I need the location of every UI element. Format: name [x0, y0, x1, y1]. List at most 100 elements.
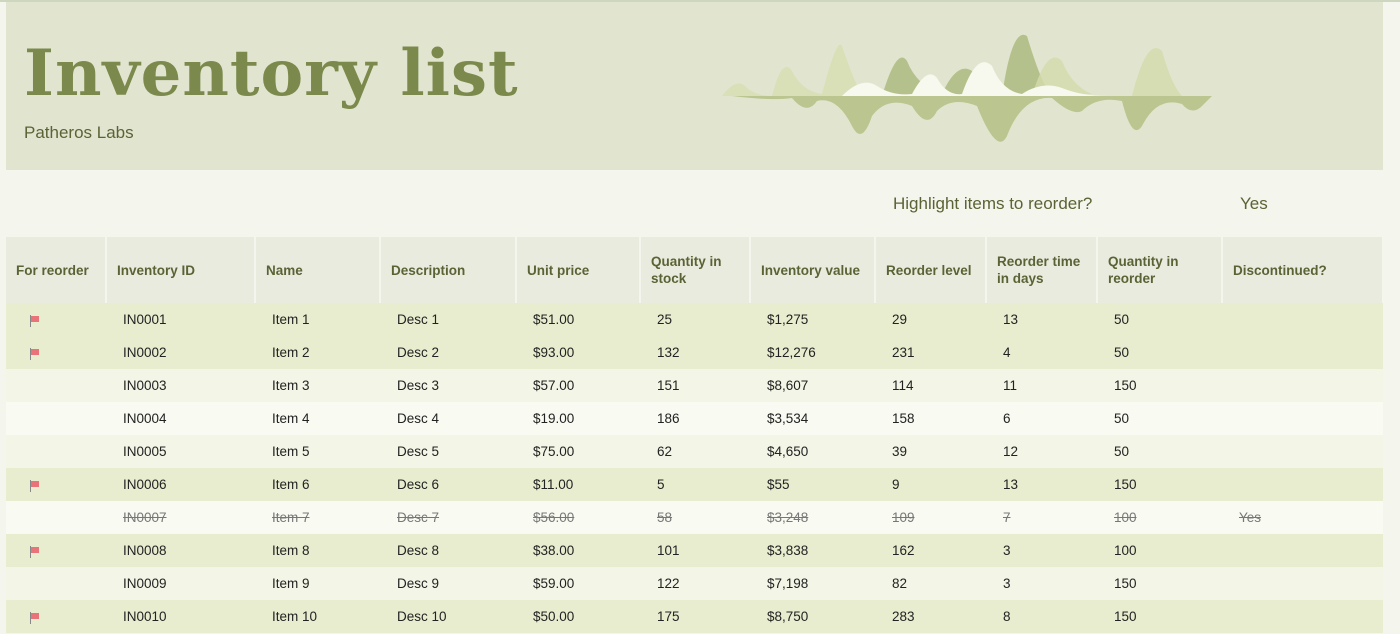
name-cell[interactable]: Item 3 [255, 369, 380, 402]
level-cell[interactable]: 29 [875, 303, 986, 336]
level-cell[interactable]: 231 [875, 336, 986, 369]
column-header[interactable]: Unit price [516, 237, 641, 303]
value-cell[interactable]: $8,750 [750, 600, 875, 633]
value-cell[interactable]: $55 [750, 468, 875, 501]
value-cell[interactable]: $4,650 [750, 435, 875, 468]
id-cell[interactable]: IN0003 [106, 369, 255, 402]
column-header[interactable]: Reorder level [875, 237, 987, 303]
level-cell[interactable]: 109 [875, 501, 986, 534]
days-cell[interactable]: 6 [986, 402, 1097, 435]
for-reorder-cell[interactable] [6, 600, 106, 633]
id-cell[interactable]: IN0004 [106, 402, 255, 435]
qty-cell[interactable]: 25 [640, 303, 750, 336]
value-cell[interactable]: $3,248 [750, 501, 875, 534]
name-cell[interactable]: Item 1 [255, 303, 380, 336]
for-reorder-cell[interactable] [6, 468, 106, 501]
column-header[interactable]: Reorder time in days [986, 237, 1098, 303]
value-cell[interactable]: $8,607 [750, 369, 875, 402]
days-cell[interactable]: 13 [986, 303, 1097, 336]
name-cell[interactable]: Item 4 [255, 402, 380, 435]
desc-cell[interactable]: Desc 9 [380, 567, 516, 600]
desc-cell[interactable]: Desc 2 [380, 336, 516, 369]
table-row[interactable]: IN0007 Item 7 Desc 7 $56.00 58 $3,248 109 7 100 Y… [6, 501, 1383, 534]
reorder-cell[interactable]: 150 [1097, 600, 1222, 633]
qty-cell[interactable]: 175 [640, 600, 750, 633]
reorder-cell[interactable]: 50 [1097, 303, 1222, 336]
id-cell[interactable]: IN0002 [106, 336, 255, 369]
name-cell[interactable]: Item 10 [255, 600, 380, 633]
disc-cell[interactable] [1222, 303, 1383, 336]
price-cell[interactable]: $57.00 [516, 369, 640, 402]
name-cell[interactable]: Item 7 [255, 501, 380, 534]
name-cell[interactable]: Item 9 [255, 567, 380, 600]
value-cell[interactable]: $12,276 [750, 336, 875, 369]
disc-cell[interactable] [1222, 336, 1383, 369]
id-cell[interactable]: IN0009 [106, 567, 255, 600]
name-cell[interactable]: Item 5 [255, 435, 380, 468]
price-cell[interactable]: $38.00 [516, 534, 640, 567]
desc-cell[interactable]: Desc 6 [380, 468, 516, 501]
level-cell[interactable]: 162 [875, 534, 986, 567]
value-cell[interactable]: $1,275 [750, 303, 875, 336]
qty-cell[interactable]: 151 [640, 369, 750, 402]
value-cell[interactable]: $7,198 [750, 567, 875, 600]
column-header[interactable]: Quantity in reorder [1097, 237, 1223, 303]
for-reorder-cell[interactable] [6, 369, 106, 402]
qty-cell[interactable]: 186 [640, 402, 750, 435]
desc-cell[interactable]: Desc 5 [380, 435, 516, 468]
table-row[interactable]: IN0008 Item 8 Desc 8 $38.00 101 $3,838 162 3 100 [6, 534, 1383, 567]
table-row[interactable]: IN0002 Item 2 Desc 2 $93.00 132 $12,276 231 4 50 [6, 336, 1383, 369]
level-cell[interactable]: 114 [875, 369, 986, 402]
price-cell[interactable]: $19.00 [516, 402, 640, 435]
level-cell[interactable]: 9 [875, 468, 986, 501]
id-cell[interactable]: IN0008 [106, 534, 255, 567]
id-cell[interactable]: IN0010 [106, 600, 255, 633]
table-row[interactable]: IN0006 Item 6 Desc 6 $11.00 5 $55 9 13 150 [6, 468, 1383, 501]
disc-cell[interactable] [1222, 435, 1383, 468]
for-reorder-cell[interactable] [6, 534, 106, 567]
id-cell[interactable]: IN0005 [106, 435, 255, 468]
column-header[interactable]: Description [380, 237, 517, 303]
for-reorder-cell[interactable] [6, 435, 106, 468]
days-cell[interactable]: 4 [986, 336, 1097, 369]
disc-cell[interactable] [1222, 600, 1383, 633]
level-cell[interactable]: 82 [875, 567, 986, 600]
table-row[interactable]: IN0003 Item 3 Desc 3 $57.00 151 $8,607 114 11 15… [6, 369, 1383, 402]
table-row[interactable]: IN0004 Item 4 Desc 4 $19.00 186 $3,534 158 6 50 [6, 402, 1383, 435]
table-row[interactable]: IN0009 Item 9 Desc 9 $59.00 122 $7,198 82 3 150 [6, 567, 1383, 600]
for-reorder-cell[interactable] [6, 567, 106, 600]
days-cell[interactable]: 3 [986, 567, 1097, 600]
price-cell[interactable]: $50.00 [516, 600, 640, 633]
qty-cell[interactable]: 5 [640, 468, 750, 501]
price-cell[interactable]: $56.00 [516, 501, 640, 534]
id-cell[interactable]: IN0006 [106, 468, 255, 501]
reorder-cell[interactable]: 50 [1097, 336, 1222, 369]
id-cell[interactable]: IN0001 [106, 303, 255, 336]
for-reorder-cell[interactable] [6, 402, 106, 435]
reorder-cell[interactable]: 100 [1097, 534, 1222, 567]
highlight-reorder-value[interactable]: Yes [1240, 194, 1268, 213]
qty-cell[interactable]: 132 [640, 336, 750, 369]
level-cell[interactable]: 158 [875, 402, 986, 435]
qty-cell[interactable]: 122 [640, 567, 750, 600]
qty-cell[interactable]: 101 [640, 534, 750, 567]
price-cell[interactable]: $11.00 [516, 468, 640, 501]
desc-cell[interactable]: Desc 10 [380, 600, 516, 633]
level-cell[interactable]: 283 [875, 600, 986, 633]
for-reorder-cell[interactable] [6, 303, 106, 336]
reorder-cell[interactable]: 150 [1097, 567, 1222, 600]
disc-cell[interactable] [1222, 534, 1383, 567]
column-header[interactable]: For reorder [6, 237, 107, 303]
disc-cell[interactable] [1222, 369, 1383, 402]
qty-cell[interactable]: 58 [640, 501, 750, 534]
price-cell[interactable]: $59.00 [516, 567, 640, 600]
for-reorder-cell[interactable] [6, 501, 106, 534]
id-cell[interactable]: IN0007 [106, 501, 255, 534]
value-cell[interactable]: $3,838 [750, 534, 875, 567]
desc-cell[interactable]: Desc 7 [380, 501, 516, 534]
for-reorder-cell[interactable] [6, 336, 106, 369]
days-cell[interactable]: 3 [986, 534, 1097, 567]
disc-cell[interactable] [1222, 567, 1383, 600]
desc-cell[interactable]: Desc 4 [380, 402, 516, 435]
days-cell[interactable]: 8 [986, 600, 1097, 633]
